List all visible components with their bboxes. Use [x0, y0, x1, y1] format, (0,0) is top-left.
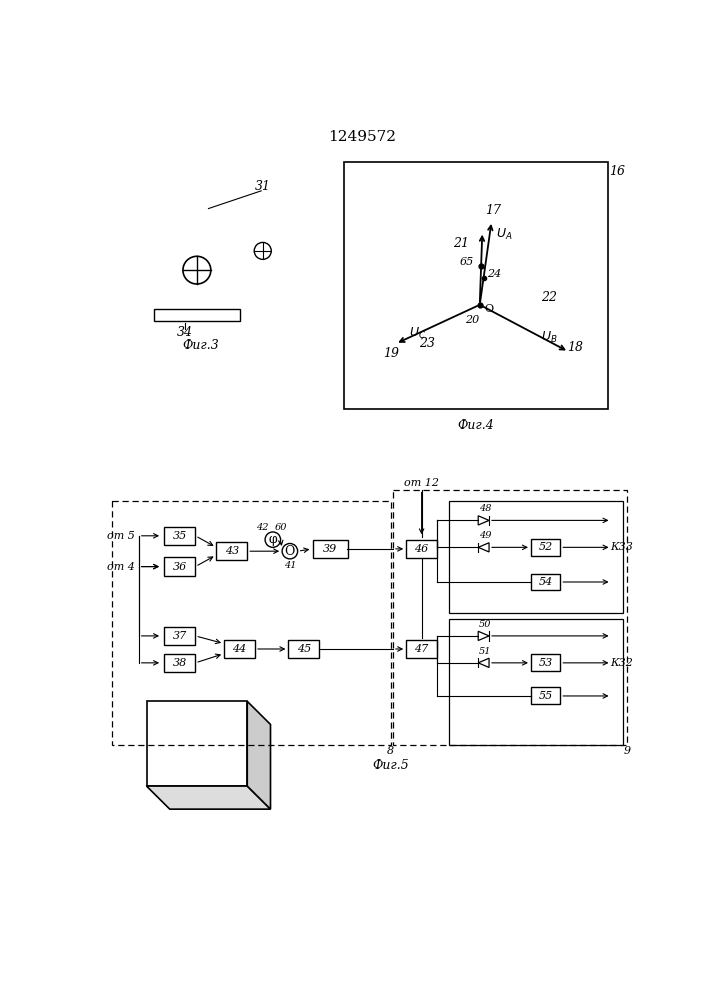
Text: 9: 9	[624, 746, 631, 756]
Polygon shape	[288, 640, 320, 658]
Polygon shape	[146, 701, 247, 786]
Text: от 5: от 5	[107, 531, 135, 541]
Polygon shape	[216, 542, 247, 560]
Circle shape	[282, 544, 298, 559]
Text: 8: 8	[387, 746, 395, 756]
Text: φ: φ	[269, 533, 277, 546]
Polygon shape	[531, 539, 561, 556]
Text: 38: 38	[173, 658, 187, 668]
Polygon shape	[406, 640, 437, 658]
Polygon shape	[146, 786, 271, 809]
Text: 18: 18	[567, 341, 583, 354]
Text: Фиг.4: Фиг.4	[457, 419, 494, 432]
Polygon shape	[531, 687, 561, 704]
Polygon shape	[531, 654, 561, 671]
Text: 35: 35	[173, 531, 187, 541]
Text: $U_B$: $U_B$	[541, 330, 558, 345]
Text: $U_A$: $U_A$	[496, 227, 513, 242]
Polygon shape	[344, 162, 607, 409]
Polygon shape	[406, 540, 437, 558]
Polygon shape	[164, 654, 195, 672]
Text: 55: 55	[539, 691, 553, 701]
Text: 20: 20	[465, 315, 479, 325]
Text: 42: 42	[257, 523, 269, 532]
Polygon shape	[531, 574, 561, 590]
Text: 16: 16	[609, 165, 625, 178]
Text: 19: 19	[384, 347, 399, 360]
Polygon shape	[224, 640, 255, 658]
Text: 23: 23	[419, 337, 435, 350]
Text: 44: 44	[233, 644, 247, 654]
Text: 39: 39	[323, 544, 337, 554]
Text: 54: 54	[539, 577, 553, 587]
Text: от 4: от 4	[107, 562, 135, 572]
Text: Фиг.5: Фиг.5	[373, 759, 409, 772]
Polygon shape	[154, 309, 240, 321]
Text: 31: 31	[255, 180, 271, 193]
Text: 49: 49	[479, 531, 491, 540]
Circle shape	[265, 532, 281, 547]
Text: 1249572: 1249572	[328, 130, 396, 144]
Polygon shape	[478, 658, 489, 667]
Text: 48: 48	[479, 504, 491, 513]
Text: 36: 36	[173, 562, 187, 572]
Text: 65: 65	[460, 257, 474, 267]
Polygon shape	[164, 557, 195, 576]
Text: 17: 17	[485, 204, 501, 217]
Text: $U_C$: $U_C$	[409, 326, 426, 341]
Text: 34: 34	[177, 326, 193, 339]
Text: Фиг.3: Фиг.3	[182, 339, 219, 352]
Text: 53: 53	[539, 658, 553, 668]
Text: К32: К32	[610, 658, 633, 668]
Polygon shape	[478, 631, 489, 641]
Polygon shape	[164, 527, 195, 545]
Polygon shape	[478, 543, 489, 552]
Polygon shape	[247, 701, 271, 809]
Polygon shape	[164, 627, 195, 645]
Text: 60: 60	[274, 523, 287, 532]
Polygon shape	[478, 516, 489, 525]
Text: 50: 50	[479, 620, 491, 629]
Text: 24: 24	[487, 269, 501, 279]
Text: 43: 43	[225, 546, 239, 556]
Text: К33: К33	[610, 542, 633, 552]
Text: 22: 22	[542, 291, 558, 304]
Text: 46: 46	[414, 544, 428, 554]
Text: от 12: от 12	[404, 478, 439, 488]
Text: 52: 52	[539, 542, 553, 552]
Text: O: O	[484, 304, 493, 314]
Text: 37: 37	[173, 631, 187, 641]
Text: 51: 51	[479, 647, 491, 656]
Text: 45: 45	[297, 644, 311, 654]
Text: 47: 47	[414, 644, 428, 654]
Polygon shape	[312, 540, 348, 558]
Text: 41: 41	[284, 561, 296, 570]
Text: O: O	[285, 545, 295, 558]
Text: 21: 21	[452, 237, 469, 250]
